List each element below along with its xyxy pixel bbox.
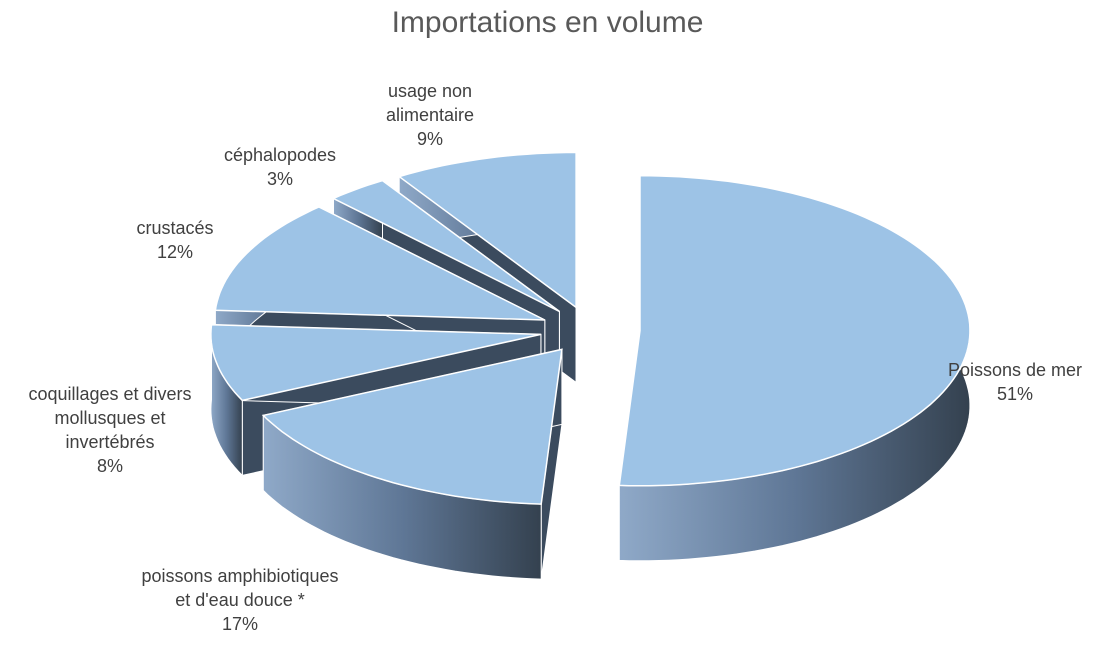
slice (331, 179, 560, 313)
slice (261, 348, 563, 505)
value-label: 3% (266, 169, 293, 189)
category-label: coquillages et divers mollusques et inve… (28, 384, 192, 452)
data-label: coquillages et divers mollusques et inve… (15, 382, 205, 478)
slice (210, 323, 542, 402)
chart-title: Importations en volume (391, 6, 704, 39)
data-label: céphalopodes 3% (200, 143, 360, 191)
value-label: 12% (156, 242, 194, 262)
category-label: céphalopodes (223, 145, 337, 165)
data-label: usage non alimentaire 9% (375, 79, 485, 151)
data-label: crustacés 12% (115, 216, 235, 264)
slice (618, 174, 971, 487)
slice (214, 206, 546, 321)
value-label: 17% (221, 614, 259, 634)
category-label: Poissons de mer (947, 360, 1083, 380)
category-label: poissons amphibiotiques et d'eau douce * (141, 566, 339, 610)
value-label: 9% (416, 129, 443, 149)
value-label: 8% (96, 456, 123, 476)
category-label: crustacés (136, 218, 214, 238)
data-label: poissons amphibiotiques et d'eau douce *… (140, 564, 340, 636)
category-label: usage non alimentaire (385, 81, 475, 125)
slice (397, 151, 577, 309)
data-label: Poissons de mer 51% (925, 358, 1095, 406)
value-label: 51% (996, 384, 1034, 404)
